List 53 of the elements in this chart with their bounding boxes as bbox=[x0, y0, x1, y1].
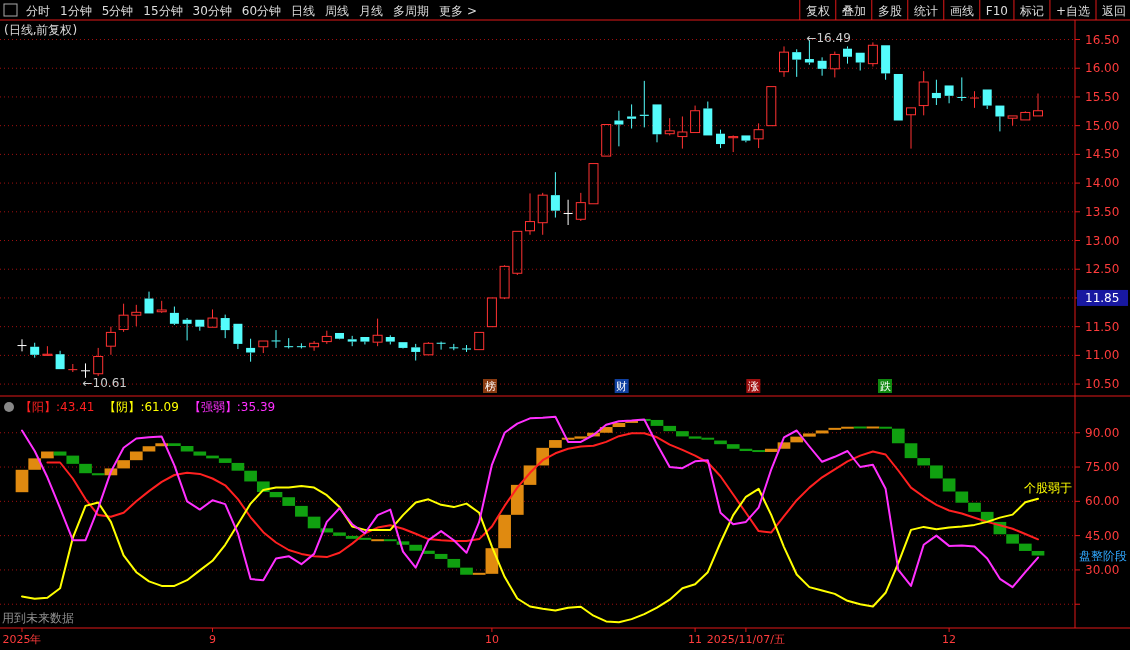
text: 周线 bbox=[325, 4, 350, 18]
text: 月线 bbox=[359, 4, 384, 18]
y-tick-label: 12.50 bbox=[1085, 262, 1120, 277]
text: F10 bbox=[985, 4, 1008, 18]
text: 画线 bbox=[949, 4, 974, 18]
y-tick-label: 13.00 bbox=[1085, 233, 1120, 248]
text: 返回 bbox=[1102, 4, 1126, 18]
text: 11.85 bbox=[1085, 290, 1120, 305]
text: 多周期 bbox=[393, 4, 430, 18]
text: 分时 bbox=[26, 4, 50, 18]
y-tick-label: 60.00 bbox=[1085, 494, 1120, 509]
x-tick-label: 12 bbox=[942, 633, 957, 646]
text: 多股 bbox=[877, 4, 902, 18]
text: 5分钟 bbox=[101, 4, 134, 18]
text: 30分钟 bbox=[192, 4, 232, 18]
y-tick-label: 90.00 bbox=[1085, 425, 1120, 440]
x-tick-label: 10 bbox=[484, 633, 499, 646]
x-tick-label: 2025年 bbox=[2, 633, 42, 646]
y-tick-label: 11.00 bbox=[1085, 348, 1120, 363]
x-tick-label: 9 bbox=[209, 633, 216, 646]
y-tick-label: 14.00 bbox=[1085, 176, 1120, 191]
y-tick-label: 15.50 bbox=[1085, 89, 1120, 104]
text: +自选 bbox=[1055, 4, 1090, 18]
y-tick-label: 75.00 bbox=[1085, 460, 1120, 475]
text: 【强弱】:35.39 bbox=[188, 400, 276, 414]
text: 60分钟 bbox=[241, 4, 282, 18]
text: 15分钟 bbox=[143, 4, 183, 18]
annotation: ←10.61 bbox=[82, 375, 127, 390]
text: 复权 bbox=[805, 4, 830, 18]
text: 统计 bbox=[913, 4, 938, 18]
annotation: ←16.49 bbox=[806, 31, 851, 46]
y-tick-label: 45.00 bbox=[1085, 528, 1120, 543]
y-tick-label: 30.00 bbox=[1085, 562, 1120, 577]
y-tick-label: 15.00 bbox=[1085, 118, 1120, 133]
text: 更多 > bbox=[439, 4, 477, 18]
x-tick-label: 11 bbox=[688, 633, 703, 646]
y-tick-label: 10.50 bbox=[1085, 377, 1120, 392]
annotation: 用到未来数据 bbox=[2, 611, 74, 625]
text: 1分钟 bbox=[60, 4, 92, 18]
y-tick-label: 13.50 bbox=[1085, 204, 1120, 219]
text: 标记 bbox=[1018, 4, 1044, 18]
text: 盘整阶段 bbox=[1079, 548, 1127, 563]
text: 日线 bbox=[291, 4, 316, 18]
text: 【阴】:61.09 bbox=[104, 400, 179, 414]
text: 叠加 bbox=[841, 4, 866, 18]
x-tick-label: 2025/11/07/五 bbox=[706, 633, 785, 646]
y-tick-label: 14.50 bbox=[1085, 147, 1120, 162]
y-tick-label: 16.50 bbox=[1085, 32, 1120, 47]
y-tick-label: 16.00 bbox=[1085, 61, 1120, 76]
annotation: 个股弱于 bbox=[1024, 480, 1072, 495]
chart-subtitle: (日线,前复权) bbox=[4, 23, 78, 37]
text: 【阳】:43.41 bbox=[20, 400, 95, 414]
y-tick-label: 11.50 bbox=[1085, 319, 1120, 334]
